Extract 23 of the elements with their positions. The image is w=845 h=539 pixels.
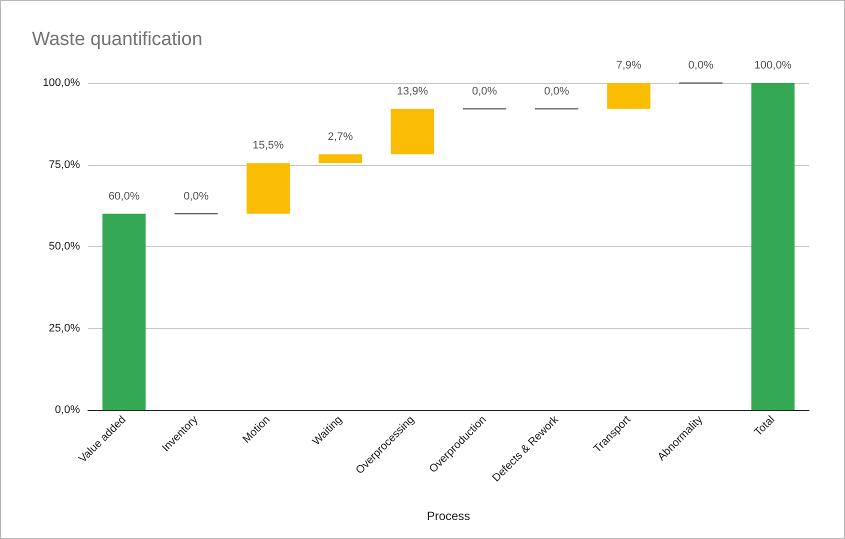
- data-label: 100,0%: [754, 60, 792, 72]
- bar: [246, 163, 290, 214]
- data-label: 15,5%: [252, 140, 284, 152]
- data-label: 0,0%: [688, 60, 714, 72]
- data-label: 0,0%: [184, 190, 209, 202]
- chart-title: Waste quantification: [32, 29, 202, 50]
- y-tick-label: 0,0%: [54, 404, 80, 416]
- data-label: 0,0%: [544, 85, 570, 98]
- data-label: 13,9%: [396, 85, 428, 98]
- data-label: 0,0%: [472, 85, 498, 98]
- data-label: 60,0%: [108, 190, 140, 202]
- y-tick-label: 100,0%: [42, 77, 80, 89]
- bar: [607, 83, 650, 109]
- data-label: 7,9%: [616, 60, 642, 72]
- bar: [102, 214, 146, 410]
- bar: [318, 154, 362, 164]
- bar: [390, 108, 434, 154]
- data-label: 2,7%: [328, 130, 354, 143]
- x-axis-title: Process: [426, 509, 470, 523]
- y-tick-label: 25,0%: [48, 322, 80, 334]
- y-tick-label: 50,0%: [48, 240, 80, 252]
- bar: [751, 83, 795, 410]
- y-tick-label: 75,0%: [48, 158, 80, 171]
